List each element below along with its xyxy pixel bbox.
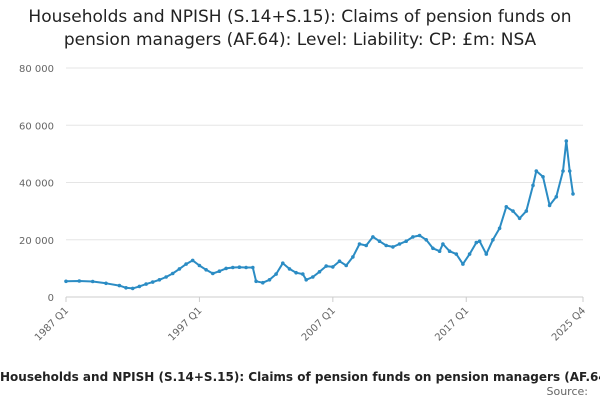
data-point[interactable] [571,192,575,196]
data-point[interactable] [197,263,202,268]
data-point[interactable] [177,267,182,271]
data-point[interactable] [404,239,409,243]
data-point[interactable] [377,239,382,243]
data-point[interactable] [204,268,208,272]
data-point[interactable] [144,282,148,286]
data-point[interactable] [474,240,479,245]
data-point[interactable] [274,272,278,276]
data-point[interactable] [64,279,68,284]
data-point[interactable] [561,169,565,173]
source-label: Source: [546,385,589,398]
y-tick-label: 60 000 [19,121,54,132]
data-point[interactable] [554,195,559,199]
data-point[interactable] [484,252,489,256]
data-point[interactable] [150,280,155,284]
data-point[interactable] [524,209,529,213]
data-point[interactable] [511,209,515,213]
y-tick-label: 80 000 [19,64,54,75]
data-point[interactable] [344,263,349,268]
data-point[interactable] [301,272,305,276]
data-point[interactable] [137,284,142,289]
x-tick-label: 1997 Q1 [166,305,204,343]
data-point[interactable] [351,255,355,259]
data-point[interactable] [337,259,342,264]
series-line [65,140,574,290]
data-point[interactable] [477,239,482,243]
data-point[interactable] [357,242,362,246]
x-tick-label: 2025 Q4 [550,305,588,343]
data-point[interactable] [324,264,329,268]
grid-lines [66,67,583,241]
data-point[interactable] [331,265,335,269]
data-point[interactable] [441,242,445,246]
data-point[interactable] [267,278,272,282]
data-point[interactable] [431,246,435,251]
data-point[interactable] [231,265,235,270]
data-point[interactable] [190,258,195,263]
x-tick-label: 1987 Q1 [33,305,71,343]
chart-title: Households and NPISH (S.14+S.15): Claims… [28,7,572,50]
data-point[interactable] [567,169,572,173]
data-point[interactable] [90,279,95,284]
data-point[interactable] [534,169,539,173]
data-point[interactable] [467,252,472,256]
data-point[interactable] [461,262,465,266]
data-point[interactable] [391,245,395,249]
data-point[interactable] [211,271,215,276]
data-point[interactable] [261,280,265,285]
data-point[interactable] [397,242,402,246]
data-point[interactable] [164,275,168,279]
x-tick-label: 2017 Q1 [433,305,471,343]
axes [65,296,584,302]
data-point[interactable] [130,286,135,291]
data-point[interactable] [294,270,298,275]
data-point[interactable] [437,249,442,253]
data-point[interactable] [517,216,522,221]
data-point[interactable] [311,275,315,279]
y-tick-label: 0 [48,293,54,304]
data-point[interactable] [371,235,375,239]
data-point[interactable] [117,283,122,288]
data-point[interactable] [531,183,535,188]
data-point[interactable] [170,271,175,276]
data-point[interactable] [281,261,285,266]
x-tick-labels: 1987 Q1 1997 Q1 2007 Q1 2017 Q1 2025 Q4 [33,305,588,343]
y-tick-labels: 0 20 000 40 000 60 000 80 000 [19,64,54,304]
data-point[interactable] [454,252,459,256]
data-point[interactable] [497,226,502,231]
x-tick-label: 2007 Q1 [300,305,338,343]
data-point[interactable] [251,265,255,270]
data-point[interactable] [184,262,188,266]
data-point[interactable] [224,266,228,271]
data-point[interactable] [384,243,389,248]
data-point[interactable] [244,265,248,270]
data-point[interactable] [254,279,258,284]
data-point[interactable] [317,270,322,274]
data-point[interactable] [124,286,128,290]
data-point[interactable] [287,267,292,271]
data-point[interactable] [217,269,222,274]
data-point[interactable] [447,249,452,253]
y-tick-label: 40 000 [19,179,54,190]
legend-label: Households and NPISH (S.14+S.15): Claims… [0,370,600,384]
data-point[interactable] [424,238,429,242]
data-point[interactable] [491,238,495,242]
data-point[interactable] [504,205,509,209]
data-point[interactable] [304,278,309,282]
data-point[interactable] [564,139,569,143]
legend: Households and NPISH (S.14+S.15): Claims… [0,370,600,388]
data-point[interactable] [547,203,552,208]
data-point[interactable] [237,265,242,270]
data-point[interactable] [104,281,108,286]
data-point[interactable] [411,235,415,239]
series-layer [64,139,575,291]
data-point[interactable] [417,233,422,238]
data-point[interactable] [77,279,82,283]
y-tick-label: 20 000 [19,236,54,247]
data-point[interactable] [157,278,162,282]
data-point[interactable] [364,243,369,248]
data-point[interactable] [541,175,545,179]
